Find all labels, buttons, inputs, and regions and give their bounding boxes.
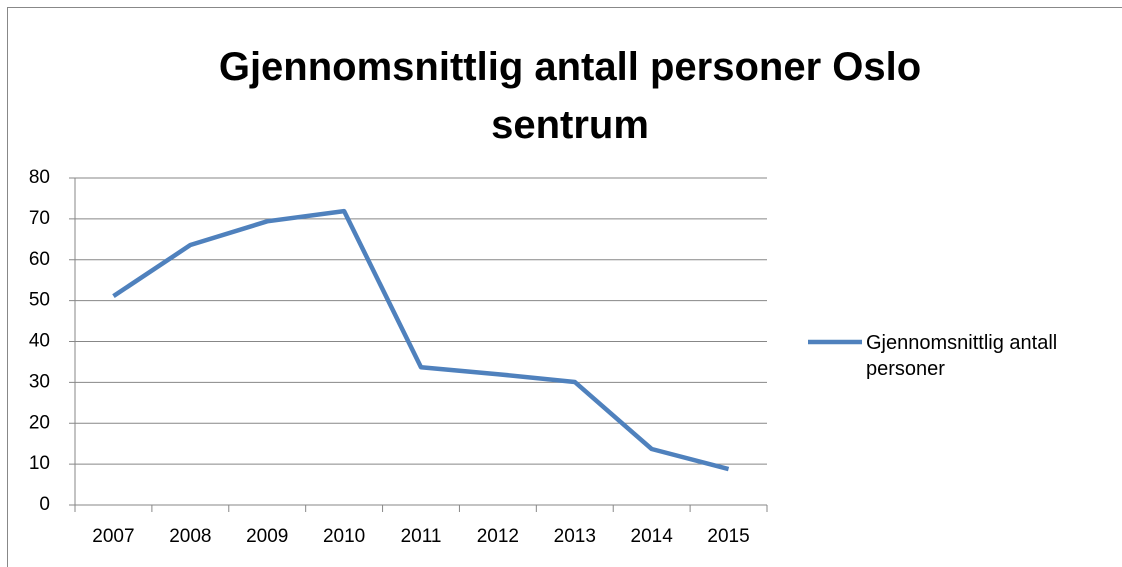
- x-tick-label: 2012: [477, 526, 519, 547]
- y-tick-label: 30: [29, 371, 50, 392]
- data-line: [112, 208, 730, 472]
- x-tick-label: 2013: [554, 526, 596, 547]
- y-tick-label: 10: [29, 453, 50, 474]
- x-tick-label: 2009: [246, 526, 288, 547]
- y-tick-label: 60: [29, 249, 50, 270]
- x-tick-label: 2014: [631, 526, 674, 547]
- y-tick-label: 20: [29, 412, 50, 433]
- chart-border: [7, 7, 1122, 567]
- y-tick-label: 50: [29, 290, 50, 311]
- y-tick-label: 40: [29, 331, 50, 352]
- y-tick-label: 70: [29, 208, 50, 229]
- y-tick-label: 0: [39, 494, 50, 515]
- x-tick-label: 2008: [169, 526, 211, 547]
- x-tick-label: 2010: [323, 526, 365, 547]
- x-tick-label: 2007: [92, 526, 134, 547]
- legend-label: Gjennomsnittlig antall personer: [866, 332, 1058, 380]
- x-tick-label: 2011: [401, 526, 442, 547]
- y-tick-label: 80: [29, 167, 50, 188]
- chart-title: Gjennomsnittlig antall personer Oslo sen…: [218, 45, 922, 147]
- x-tick-label: 2015: [707, 526, 749, 547]
